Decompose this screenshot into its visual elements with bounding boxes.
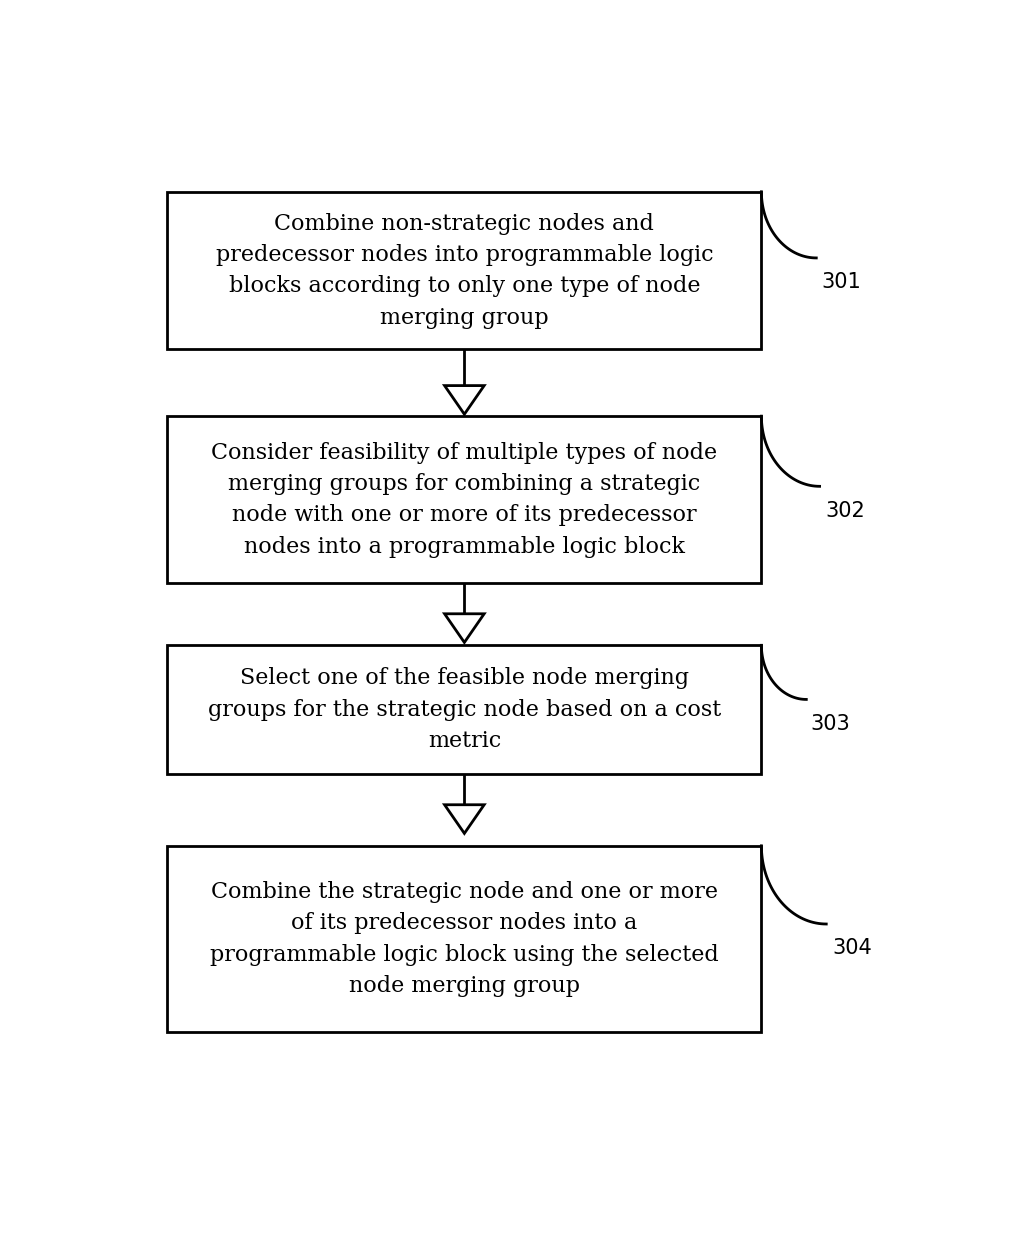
Text: Combine the strategic node and one or more
of its predecessor nodes into a
progr: Combine the strategic node and one or mo… [210,880,718,997]
Text: Consider feasibility of multiple types of node
merging groups for combining a st: Consider feasibility of multiple types o… [212,441,717,558]
Text: Select one of the feasible node merging
groups for the strategic node based on a: Select one of the feasible node merging … [207,667,721,753]
Text: 304: 304 [833,939,873,959]
FancyBboxPatch shape [168,192,761,350]
FancyBboxPatch shape [168,417,761,583]
Polygon shape [445,614,484,642]
Text: 301: 301 [822,273,862,293]
Polygon shape [445,386,484,414]
Text: Combine non-strategic nodes and
predecessor nodes into programmable logic
blocks: Combine non-strategic nodes and predeces… [216,212,713,329]
FancyBboxPatch shape [168,846,761,1032]
Text: 302: 302 [826,501,866,521]
FancyBboxPatch shape [168,645,761,774]
Text: 303: 303 [810,714,850,734]
Polygon shape [445,805,484,833]
